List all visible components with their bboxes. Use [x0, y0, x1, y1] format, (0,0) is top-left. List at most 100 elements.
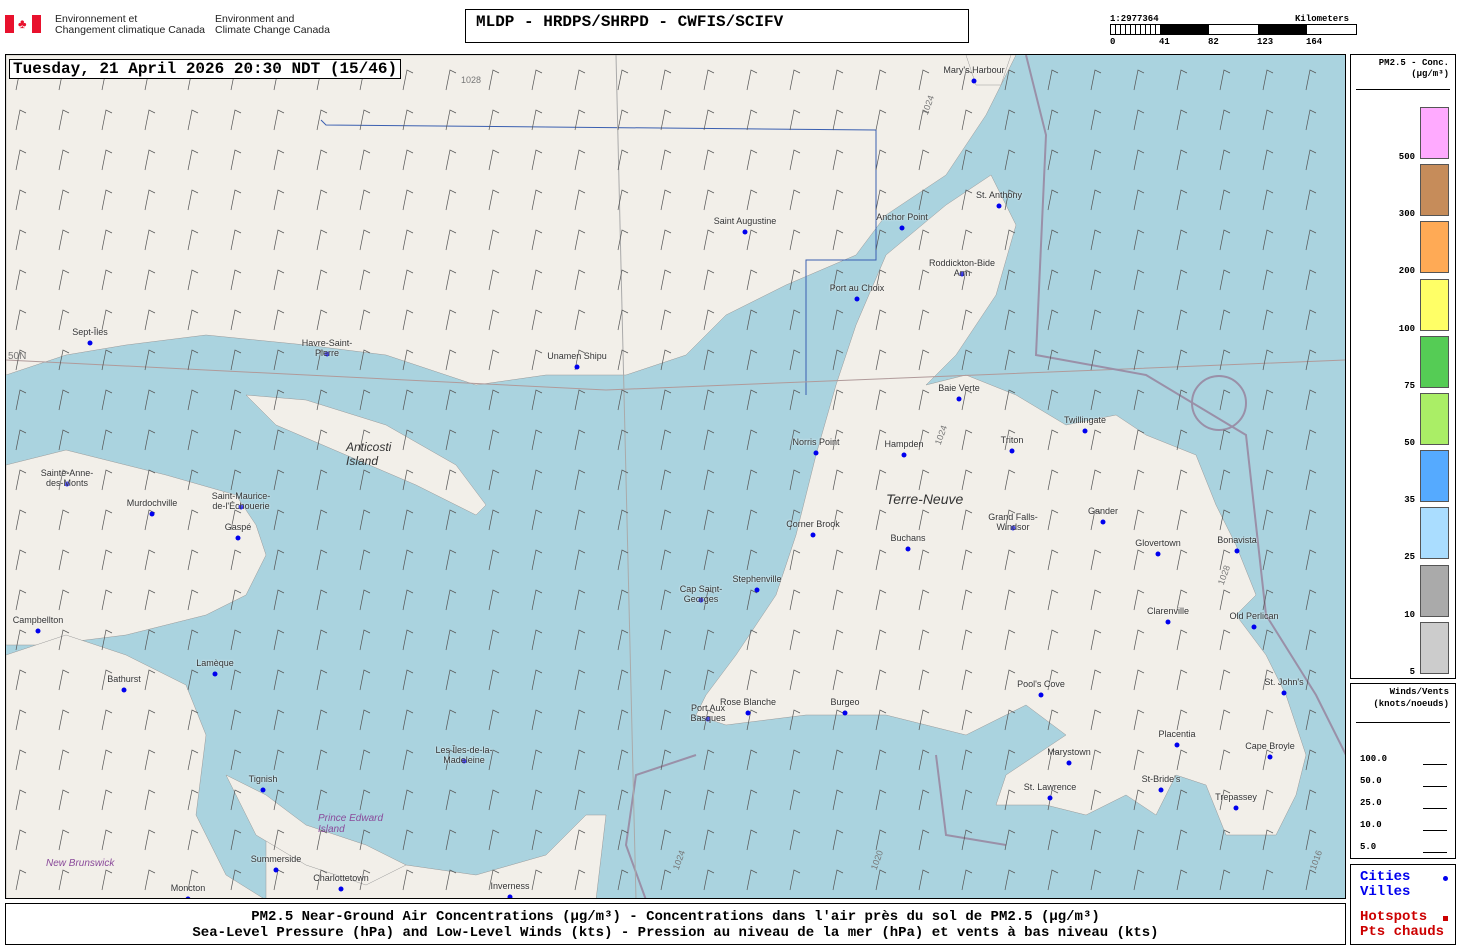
- wind-barb: [1047, 109, 1059, 131]
- wind-barb: [875, 469, 887, 491]
- wind-barb: [144, 869, 156, 891]
- city-marker[interactable]: [149, 511, 155, 517]
- wind-barb: [316, 709, 328, 731]
- wind-barb: [230, 229, 242, 251]
- city-marker[interactable]: [461, 758, 467, 764]
- legend-swatch: [1420, 564, 1449, 617]
- city-marker[interactable]: [996, 203, 1002, 209]
- city-marker[interactable]: [813, 450, 819, 456]
- city-marker[interactable]: [854, 296, 860, 302]
- wind-barb: [961, 389, 973, 411]
- city-marker[interactable]: [338, 886, 344, 892]
- city-marker[interactable]: [901, 452, 907, 458]
- map-view[interactable]: Sept-Îles Havre-Saint-Pierre Unamen Shipu S…: [5, 54, 1346, 899]
- wind-barb: [402, 669, 414, 691]
- wind-barb: [1305, 549, 1317, 571]
- city-marker[interactable]: [1010, 525, 1016, 531]
- wind-barb: [273, 469, 285, 491]
- wind-barb: [187, 629, 199, 651]
- wind-barb: [703, 669, 715, 691]
- city-marker[interactable]: [238, 504, 244, 510]
- wind-barb: [1133, 709, 1145, 731]
- land-anticosti: [245, 394, 487, 516]
- city-marker[interactable]: [842, 710, 848, 716]
- city-marker[interactable]: [1174, 742, 1180, 748]
- city-marker[interactable]: [1047, 795, 1053, 801]
- city-marker[interactable]: [705, 716, 711, 722]
- basemap: [6, 55, 1345, 898]
- city-marker[interactable]: [574, 364, 580, 370]
- wind-barb: [187, 109, 199, 131]
- wind-barb-icon: [1423, 844, 1447, 853]
- city-marker[interactable]: [899, 225, 905, 231]
- wind-barb: [746, 869, 758, 891]
- city-marker[interactable]: [1267, 754, 1273, 760]
- city-marker[interactable]: [956, 396, 962, 402]
- wind-barb: [1305, 269, 1317, 291]
- wind-barb: [789, 549, 801, 571]
- city-marker[interactable]: [87, 340, 93, 346]
- city-marker[interactable]: [745, 710, 751, 716]
- city-marker[interactable]: [212, 671, 218, 677]
- wind-barb: [875, 669, 887, 691]
- city-marker[interactable]: [260, 787, 266, 793]
- city-marker[interactable]: [35, 628, 41, 634]
- city-marker[interactable]: [1165, 619, 1171, 625]
- city-marker[interactable]: [64, 481, 70, 487]
- legend-swatch: [1420, 393, 1449, 445]
- city-marker[interactable]: [1066, 760, 1072, 766]
- city-marker[interactable]: [698, 597, 704, 603]
- wind-barb: [273, 349, 285, 371]
- city-marker[interactable]: [235, 535, 241, 541]
- wind-barb: [15, 349, 27, 371]
- city-marker[interactable]: [1251, 624, 1257, 630]
- wind-barb: [531, 349, 543, 371]
- wind-barb: [101, 469, 113, 491]
- wind-barb: [316, 429, 328, 451]
- wind-barb: [918, 69, 930, 91]
- city-marker[interactable]: [971, 78, 977, 84]
- wind-barb: [1047, 709, 1059, 731]
- city-marker[interactable]: [1155, 551, 1161, 557]
- wind-barb: [359, 709, 371, 731]
- city-marker[interactable]: [905, 546, 911, 552]
- city-marker[interactable]: [1038, 692, 1044, 698]
- city-marker[interactable]: [273, 867, 279, 873]
- city-marker[interactable]: [1281, 690, 1287, 696]
- city-marker[interactable]: [1234, 548, 1240, 554]
- wind-barb: [316, 189, 328, 211]
- city-marker[interactable]: [324, 351, 330, 357]
- wind-barb: [574, 429, 586, 451]
- city-marker[interactable]: [1100, 519, 1106, 525]
- wind-barb: [187, 789, 199, 811]
- city-label: Murdochville: [126, 498, 178, 508]
- city-marker[interactable]: [507, 894, 513, 898]
- wind-barb: [273, 309, 285, 331]
- wind-barb: [101, 669, 113, 691]
- wind-barb: [402, 469, 414, 491]
- wind-barb-icon: [1423, 822, 1447, 831]
- wind-barb: [918, 789, 930, 811]
- city-marker[interactable]: [121, 687, 127, 693]
- city-marker[interactable]: [959, 271, 965, 277]
- wind-barb: [531, 469, 543, 491]
- city-marker[interactable]: [754, 587, 760, 593]
- wind-barb: [445, 149, 457, 171]
- city-marker[interactable]: [1082, 428, 1088, 434]
- wind-barb: [187, 349, 199, 371]
- wind-barb: [101, 229, 113, 251]
- wind-barb: [617, 149, 629, 171]
- city-marker[interactable]: [185, 896, 191, 898]
- wind-barb: [1305, 629, 1317, 651]
- wind-barb: [531, 629, 543, 651]
- city-marker[interactable]: [742, 229, 748, 235]
- city-label: Tignish: [248, 774, 278, 784]
- city-marker[interactable]: [1233, 805, 1239, 811]
- wind-barb: [875, 309, 887, 331]
- wind-barb: [918, 749, 930, 771]
- city-marker[interactable]: [810, 532, 816, 538]
- isobar-label: 1028: [461, 75, 482, 85]
- city-marker[interactable]: [1009, 448, 1015, 454]
- city-dot-icon: [1443, 876, 1448, 881]
- city-marker[interactable]: [1158, 787, 1164, 793]
